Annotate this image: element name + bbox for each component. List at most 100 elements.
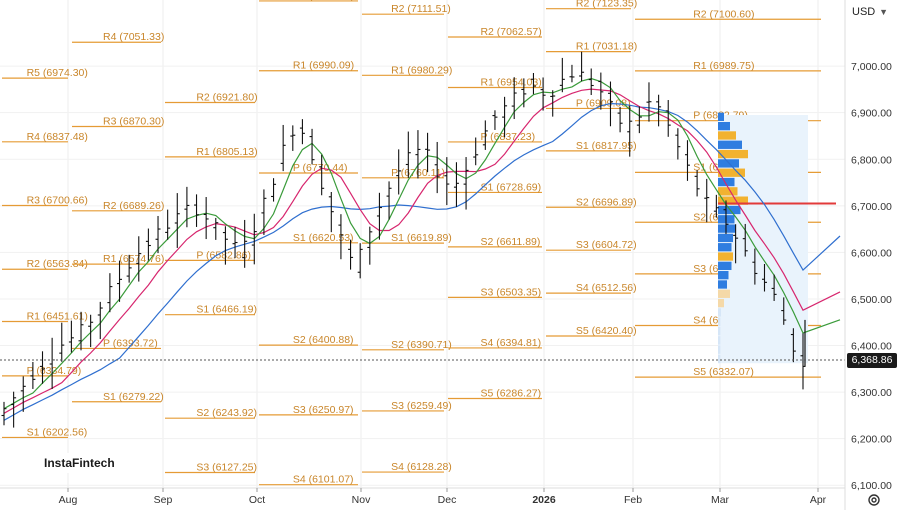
candle <box>30 361 36 389</box>
volume-profile-bar <box>718 233 733 243</box>
candle <box>1 401 7 426</box>
candle <box>771 274 777 301</box>
candle <box>319 154 325 196</box>
pivot-label: P (6837.23) <box>480 131 535 143</box>
candle <box>617 106 623 133</box>
candle <box>11 391 17 428</box>
candle <box>242 219 248 268</box>
candle <box>376 192 382 240</box>
pivot-label: S4 (6128.28) <box>391 461 452 473</box>
y-tick-label: 6,500.00 <box>851 294 892 306</box>
candle <box>656 94 662 127</box>
candle <box>733 224 739 264</box>
candle <box>694 170 700 197</box>
candle <box>194 194 200 227</box>
volume-profile-bar <box>718 271 729 280</box>
candle <box>444 157 450 206</box>
candle <box>684 140 690 181</box>
volume-profile-bar <box>718 289 730 298</box>
pivot-label: R4 (7051.33) <box>103 31 164 43</box>
pivot-label: S1 (6466.19) <box>196 304 257 316</box>
candle <box>271 178 277 202</box>
candle <box>425 132 431 173</box>
pivot-label: R1 (6954.03) <box>480 77 541 89</box>
pivot-label: S1 (6728.69) <box>480 181 541 193</box>
candle <box>742 223 748 257</box>
candle <box>752 248 758 285</box>
pivot-label: R1 (6805.13) <box>196 146 257 158</box>
x-tick-label: Mar <box>711 494 730 506</box>
pivot-label: R2 (7062.57) <box>480 26 541 38</box>
volume-profile-bar <box>718 177 735 187</box>
candle <box>396 149 402 195</box>
volume-profile-bar <box>718 168 745 177</box>
pivot-label: S1 (6620.53) <box>293 232 354 244</box>
last-price-tag: 6,368.86 <box>847 353 897 368</box>
candle <box>540 77 546 111</box>
grid-lines <box>0 0 845 488</box>
candle <box>126 254 132 283</box>
candle <box>309 128 315 165</box>
pivot-label: S4 (6394.81) <box>480 337 541 349</box>
candle <box>261 189 267 235</box>
volume-profile-bar <box>718 243 732 252</box>
volume-profile-bar <box>718 224 736 233</box>
pivot-levels: R5 (6974.30) R4 (6837.48) R3 (6700.66) R2 (… <box>2 0 821 486</box>
pivot-label: R4 (6837.48) <box>27 131 88 143</box>
pivot-label: R3 (6700.66) <box>27 195 88 207</box>
candle <box>646 82 652 122</box>
y-tick-label: 6,600.00 <box>851 247 892 259</box>
candle <box>348 239 354 270</box>
pivot-label: S3 (6604.72) <box>576 239 637 251</box>
candle <box>222 226 228 265</box>
candle <box>704 178 710 223</box>
pivot-label: S1 (6202.56) <box>27 426 88 438</box>
settings-button[interactable] <box>864 490 884 510</box>
pivot-label: S3 (6503.35) <box>480 286 541 298</box>
chevron-down-icon: ▼ <box>879 7 888 17</box>
pivot-label: S5 (6332.07) <box>693 366 754 378</box>
x-tick-label: Dec <box>438 494 457 506</box>
candle <box>781 297 787 325</box>
y-tick-label: 6,800.00 <box>851 154 892 166</box>
candle <box>136 236 142 282</box>
volume-profile <box>718 112 836 364</box>
volume-profile-bar <box>718 187 738 196</box>
candle <box>473 137 479 166</box>
x-tick-label: Oct <box>249 494 265 506</box>
pivot-label: P (6582.86) <box>196 249 251 261</box>
pivot-label: S4 (6512.56) <box>576 282 637 294</box>
y-tick-label: 6,200.00 <box>851 434 892 446</box>
volume-profile-bar <box>718 298 724 308</box>
pivot-label: R2 (6689.26) <box>103 200 164 212</box>
volume-profile-bar <box>718 122 730 131</box>
volume-profile-bar <box>718 131 736 140</box>
y-tick-label: 6,300.00 <box>851 387 892 399</box>
pivot-label: R1 (6980.29) <box>391 64 452 76</box>
pivot-label: R2 (7100.60) <box>693 8 754 20</box>
volume-profile-bar <box>718 252 733 261</box>
currency-selector[interactable]: USD ▼ <box>846 2 894 22</box>
candle <box>713 194 719 218</box>
candle <box>107 273 113 313</box>
candle <box>59 322 65 362</box>
pivot-label: R1 (6989.75) <box>693 60 754 72</box>
candle <box>88 314 94 348</box>
candle <box>386 181 392 220</box>
candle <box>290 125 296 151</box>
candle <box>213 217 219 240</box>
candle <box>299 119 305 145</box>
candle <box>415 130 421 179</box>
pivot-label: S3 (6250.97) <box>293 404 354 416</box>
candle <box>588 68 594 96</box>
candle <box>569 64 575 83</box>
pivot-label: P (6909.08) <box>576 97 631 109</box>
candle <box>40 351 46 384</box>
x-tick-label: Feb <box>624 494 642 506</box>
candle <box>511 77 517 120</box>
candle <box>184 186 190 228</box>
candle <box>559 57 565 93</box>
volume-profile-bar <box>718 112 724 121</box>
volume-profile-bar <box>718 261 732 271</box>
